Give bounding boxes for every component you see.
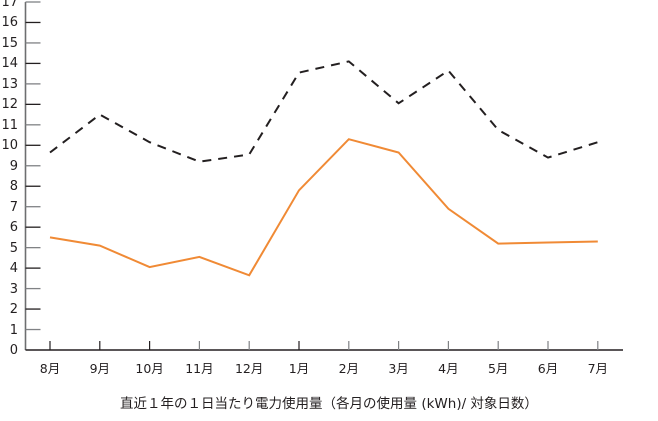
x-tick-label: 2月 xyxy=(338,361,360,376)
series-line-solid-orange xyxy=(49,138,598,277)
x-tick-label: 8月 xyxy=(39,361,61,376)
y-tick-label: 7 xyxy=(9,199,18,215)
y-tick-label: 6 xyxy=(9,220,18,236)
y-tick-label: 13 xyxy=(1,76,18,92)
y-tick-label: 8 xyxy=(9,179,18,195)
y-tick-label: 3 xyxy=(9,281,18,297)
y-tick-label: 16 xyxy=(1,15,18,31)
x-tick-label: 3月 xyxy=(388,361,409,376)
x-tick-label: 10月 xyxy=(135,361,164,376)
x-tick-label: 6月 xyxy=(537,361,559,376)
x-tick-label: 1月 xyxy=(288,361,310,376)
y-tick-label: 12 xyxy=(1,97,18,113)
y-tick-label: 10 xyxy=(1,138,18,154)
y-tick-label: 2 xyxy=(9,302,18,318)
x-tick-label: 4月 xyxy=(438,361,459,376)
chart-caption: 直近１年の１日当たり電力使用量（各月の使用量 (kWh)/ 対象日数） xyxy=(120,396,538,412)
x-tick-label: 11月 xyxy=(185,361,214,376)
x-tick-label: 12月 xyxy=(234,361,264,376)
x-tick-label: 5月 xyxy=(487,361,509,376)
y-tick-label: 1 xyxy=(9,322,18,338)
x-tick-label: 7月 xyxy=(587,361,609,376)
y-tick-label: 11 xyxy=(1,117,18,133)
y-tick-label: 5 xyxy=(9,240,18,256)
series-line-dashed-black xyxy=(49,60,599,163)
y-tick-label: 15 xyxy=(1,35,18,51)
y-tick-label: 0 xyxy=(9,343,18,358)
x-tick-label: 9月 xyxy=(89,361,111,376)
y-tick-label: 14 xyxy=(1,56,18,72)
y-tick-label: 4 xyxy=(9,261,18,277)
y-tick-label: 9 xyxy=(9,158,18,174)
y-tick-label: 17 xyxy=(1,0,18,10)
